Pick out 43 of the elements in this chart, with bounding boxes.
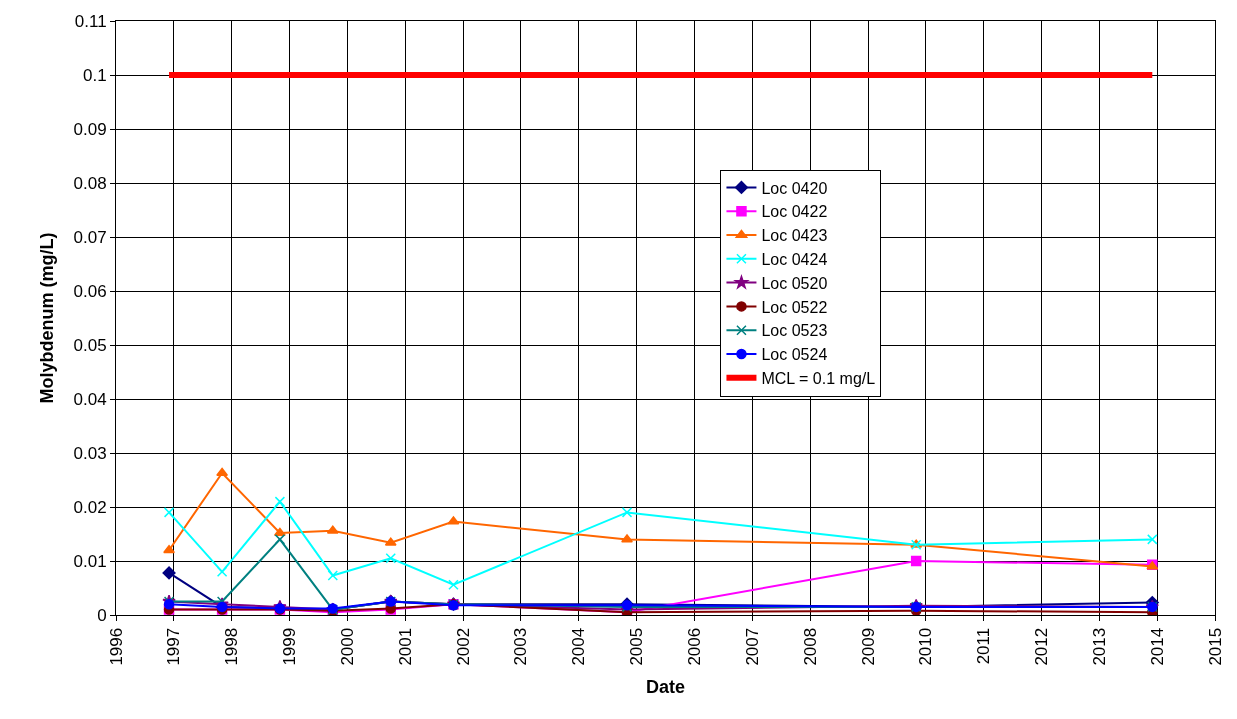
x-tick-label: 2007	[742, 627, 762, 666]
x-tick-label: 2002	[453, 627, 473, 666]
legend-label: Loc 0423	[761, 227, 828, 245]
legend-label: Loc 0424	[761, 251, 828, 269]
x-tick-label: 2012	[1031, 627, 1051, 666]
y-tick-label: 0.04	[73, 389, 107, 409]
x-tick-label: 2014	[1147, 627, 1167, 666]
x-tick-label: 1997	[164, 627, 184, 666]
x-tick-label: 2008	[800, 627, 820, 666]
y-tick-label: 0.06	[73, 281, 107, 301]
y-tick-label: 0.1	[82, 65, 107, 85]
legend-label: Loc 0522	[761, 298, 828, 316]
x-tick-label: 2003	[511, 627, 531, 666]
y-tick-label: 0.01	[73, 551, 107, 571]
legend-label: Loc 0524	[761, 346, 828, 364]
y-tick-label: 0.03	[73, 443, 107, 463]
x-tick-label: 2000	[337, 627, 357, 666]
legend-label: Loc 0420	[761, 179, 828, 197]
x-tick-label: 2005	[627, 627, 647, 666]
x-tick-label: 2011	[974, 627, 994, 665]
x-tick-label: 2001	[395, 627, 415, 666]
x-tick-label: 2006	[685, 627, 705, 666]
legend-label: MCL = 0.1 mg/L	[761, 370, 876, 388]
y-tick-label: 0.09	[73, 119, 107, 139]
y-tick-label: 0.07	[73, 227, 107, 247]
x-tick-label: 2004	[569, 627, 589, 666]
y-tick-label: 0	[97, 605, 107, 625]
x-axis-title: Date	[645, 676, 686, 697]
legend-label: Loc 0523	[761, 322, 828, 340]
legend-label: Loc 0520	[761, 274, 828, 292]
y-tick-label: 0.08	[73, 173, 107, 193]
x-tick-label: 2010	[916, 627, 936, 666]
x-tick-label: 1999	[280, 627, 300, 666]
y-tick-label: 0.05	[73, 335, 107, 355]
x-tick-label: 2013	[1089, 627, 1109, 666]
legend-label: Loc 0422	[761, 203, 828, 221]
y-tick-label: 0.02	[73, 497, 107, 517]
y-axis-title: Molybdenum (mg/L)	[36, 232, 57, 404]
x-tick-label: 2009	[858, 627, 878, 666]
x-tick-label: 1996	[106, 627, 126, 666]
x-tick-label: 1998	[222, 627, 242, 666]
x-tick-label: 2015	[1205, 627, 1225, 666]
y-tick-label: 0.11	[74, 11, 107, 31]
